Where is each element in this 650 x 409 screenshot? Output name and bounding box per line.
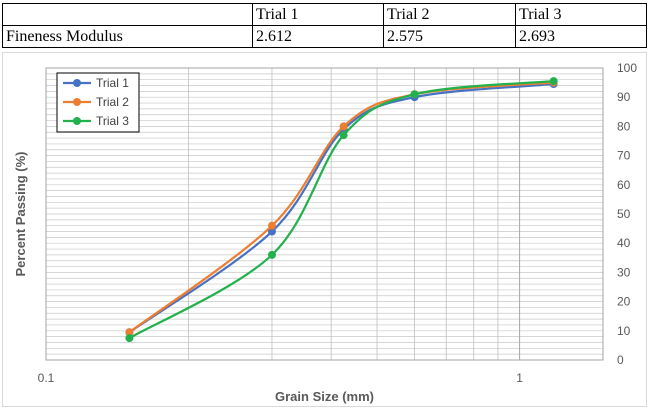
legend-label-trial-2: Trial 2 bbox=[96, 95, 129, 109]
table-cell: 2.575 bbox=[383, 25, 516, 48]
data-point-trial-3 bbox=[410, 90, 419, 99]
table-cell: 2.612 bbox=[252, 25, 384, 48]
y-tick-label: 20 bbox=[617, 295, 631, 309]
table-row: Fineness Modulus 2.612 2.575 2.693 bbox=[2, 25, 647, 48]
plot-border bbox=[45, 67, 604, 361]
table-header-row: Trial 1 Trial 2 Trial 3 bbox=[2, 3, 647, 26]
chart-area: 0 10 20 30 40 50 60 70 80 90 100 0.1 1 Grain Size (mm… bbox=[2, 52, 647, 407]
table-header-cell: Trial 3 bbox=[515, 3, 647, 26]
series-line-trial-3 bbox=[128, 80, 554, 340]
gradation-chart: 0 10 20 30 40 50 60 70 80 90 100 0.1 1 Grain Size (mm… bbox=[13, 61, 637, 404]
data-point-trial-2 bbox=[125, 328, 134, 337]
x-tick-label: 1 bbox=[516, 371, 523, 385]
data-point-trial-3 bbox=[549, 77, 558, 86]
y-tick-label: 90 bbox=[617, 90, 631, 104]
data-point-trial-3 bbox=[339, 131, 348, 140]
data-point-trial-3 bbox=[125, 334, 134, 343]
table-cell: 2.693 bbox=[515, 25, 647, 48]
table-header-cell: Trial 2 bbox=[383, 3, 516, 26]
y-tick-label: 0 bbox=[617, 353, 624, 367]
y-tick-label: 70 bbox=[617, 149, 631, 163]
y-axis-title: Percent Passing (%) bbox=[13, 152, 28, 277]
x-tick-label: 0.1 bbox=[38, 371, 55, 385]
data-point-trial-2 bbox=[267, 221, 276, 230]
y-tick-label: 40 bbox=[617, 236, 631, 250]
legend-marker-trial-1 bbox=[73, 79, 81, 87]
fineness-modulus-table: Trial 1 Trial 2 Trial 3 Fineness Modulus… bbox=[2, 3, 647, 48]
y-tick-label: 100 bbox=[617, 61, 637, 75]
series-line-trial-1 bbox=[128, 82, 554, 334]
series-line-trial-2 bbox=[128, 81, 554, 334]
data-point-trial-1 bbox=[267, 227, 276, 236]
x-axis-title: Grain Size (mm) bbox=[275, 389, 374, 404]
y-tick-label: 50 bbox=[617, 207, 631, 221]
legend-marker-trial-2 bbox=[73, 98, 81, 106]
table-header-cell bbox=[2, 3, 253, 26]
y-tick-label: 80 bbox=[617, 119, 631, 133]
y-tick-label: 30 bbox=[617, 265, 631, 279]
row-label: Fineness Modulus bbox=[2, 25, 253, 48]
y-tick-label: 60 bbox=[617, 178, 631, 192]
legend-marker-trial-3 bbox=[73, 117, 81, 125]
legend: Trial 1 Trial 2 Trial 3 bbox=[56, 72, 140, 133]
legend-label-trial-3: Trial 3 bbox=[96, 114, 129, 128]
data-point-trial-2 bbox=[339, 122, 348, 131]
table-header-cell: Trial 1 bbox=[252, 3, 384, 26]
legend-label-trial-1: Trial 1 bbox=[96, 76, 129, 90]
y-tick-label: 10 bbox=[617, 324, 631, 338]
data-point-trial-3 bbox=[267, 250, 276, 259]
